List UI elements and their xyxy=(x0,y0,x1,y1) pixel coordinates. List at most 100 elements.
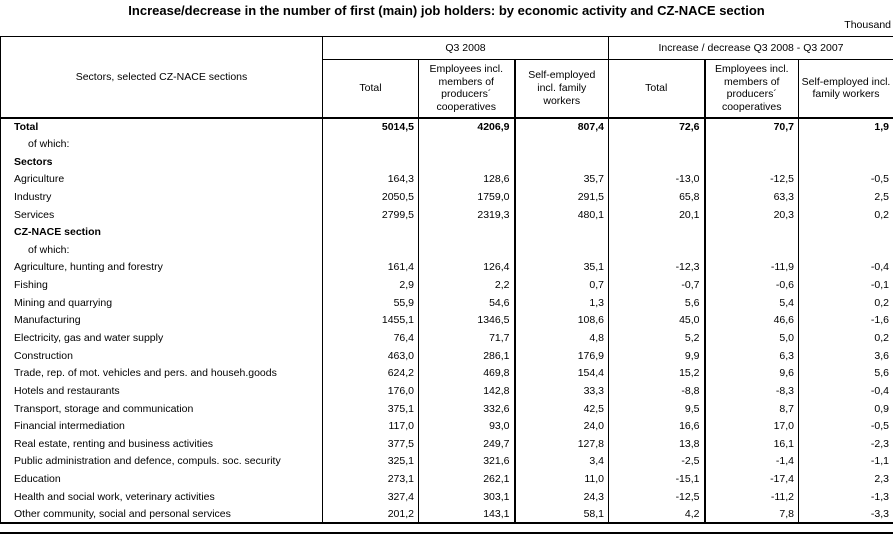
unit-label: Thousand xyxy=(844,19,891,31)
value-cell: -2,3 xyxy=(798,435,893,453)
row-label: Health and social work, veterinary activ… xyxy=(14,490,215,503)
value-cell: -1,3 xyxy=(798,487,893,506)
value-cell: 20,1 xyxy=(608,205,705,224)
table-row: CZ-NACE section xyxy=(1,223,893,241)
value-cell: 176,0 xyxy=(322,382,419,400)
value-cell: 33,3 xyxy=(513,382,609,400)
value-cell: 35,7 xyxy=(513,170,609,189)
value-cell: 2,2 xyxy=(418,276,515,294)
value-cell: 5,6 xyxy=(608,293,705,312)
value-cell: 164,3 xyxy=(322,170,419,189)
value-cell: 291,5 xyxy=(513,188,609,206)
value-cell: -2,5 xyxy=(608,452,705,471)
value-cell: 15,2 xyxy=(608,364,705,383)
column-header-employees-increase: Employees incl. members of producers´ co… xyxy=(703,59,799,119)
value-cell: 624,2 xyxy=(322,364,419,383)
column-header-total-q3: Total xyxy=(322,59,419,119)
value-cell: 5014,5 xyxy=(322,117,419,136)
value-cell xyxy=(322,135,419,153)
value-cell: -13,0 xyxy=(608,170,705,189)
value-cell: 117,0 xyxy=(322,417,419,436)
value-cell xyxy=(513,152,609,171)
header-sub-row: Total Employees incl. members of produce… xyxy=(1,59,893,119)
value-cell: 65,8 xyxy=(608,188,705,206)
value-cell: -11,9 xyxy=(703,258,799,277)
row-label: Trade, rep. of mot. vehicles and pers. a… xyxy=(14,367,277,380)
value-cell: 2,9 xyxy=(322,276,419,294)
value-cell: 303,1 xyxy=(418,487,515,506)
value-cell: 3,6 xyxy=(798,346,893,365)
value-cell xyxy=(418,223,515,241)
value-cell: 76,4 xyxy=(322,329,419,347)
value-cell: 1759,0 xyxy=(418,188,515,206)
row-label: Public administration and defence, compu… xyxy=(14,455,281,468)
row-label: of which: xyxy=(28,137,70,150)
table-row: Real estate, renting and business activi… xyxy=(1,435,893,453)
row-label: Agriculture xyxy=(14,173,65,186)
value-cell: 7,8 xyxy=(703,505,799,524)
value-cell: 35,1 xyxy=(513,258,609,277)
column-group-increase-decrease: Increase / decrease Q3 2008 - Q3 2007 xyxy=(608,36,893,60)
row-label: Agriculture, hunting and forestry xyxy=(14,261,163,274)
value-cell: 5,0 xyxy=(703,329,799,347)
value-cell: -0,1 xyxy=(798,276,893,294)
value-cell: 469,8 xyxy=(418,364,515,383)
row-label: Financial intermediation xyxy=(14,420,125,433)
value-cell: 55,9 xyxy=(322,293,419,312)
value-cell: 20,3 xyxy=(703,205,799,224)
value-cell: -15,1 xyxy=(608,470,705,488)
value-cell xyxy=(418,240,515,259)
table-row: Electricity, gas and water supply 76,4 71,… xyxy=(1,329,893,347)
value-cell: 24,3 xyxy=(513,487,609,506)
row-label: CZ-NACE section xyxy=(14,226,101,239)
value-cell: 2799,5 xyxy=(322,205,419,224)
job-holders-table: Sectors, selected CZ-NACE sections Q3 20… xyxy=(0,36,893,525)
value-cell xyxy=(322,223,419,241)
value-cell: 286,1 xyxy=(418,346,515,365)
value-cell xyxy=(608,223,705,241)
value-cell: 6,3 xyxy=(703,346,799,365)
row-label: Manufacturing xyxy=(14,314,81,327)
table-row: Total 5014,5 4206,9 807,4 72,6 70,7 1,9 xyxy=(1,117,893,136)
value-cell: -1,1 xyxy=(798,452,893,471)
header-group-row: Sectors, selected CZ-NACE sections Q3 20… xyxy=(0,36,893,119)
value-cell: 126,4 xyxy=(418,258,515,277)
value-cell xyxy=(322,152,419,171)
value-cell: 58,1 xyxy=(513,505,609,524)
value-cell: 4,8 xyxy=(513,329,609,347)
row-label: Total xyxy=(14,120,39,133)
value-cell: -3,3 xyxy=(798,505,893,524)
value-cell: 249,7 xyxy=(418,435,515,453)
value-cell: 4206,9 xyxy=(418,117,515,136)
row-label: Real estate, renting and business activi… xyxy=(14,437,214,450)
value-cell: 63,3 xyxy=(703,188,799,206)
table-row: Construction 463,0 286,1 176,9 9,9 6,3 3,6 xyxy=(1,346,893,365)
value-cell: -12,5 xyxy=(608,487,705,506)
table-row: Fishing 2,9 2,2 0,7 -0,7 -0,6 -0,1 xyxy=(1,276,893,294)
value-cell: 143,1 xyxy=(418,505,515,524)
value-cell: 154,4 xyxy=(513,364,609,383)
row-label: Hotels and restaurants xyxy=(14,384,120,397)
value-cell: 2319,3 xyxy=(418,205,515,224)
value-cell: 1,3 xyxy=(513,293,609,312)
value-cell: 807,4 xyxy=(513,117,609,136)
value-cell: 0,2 xyxy=(798,205,893,224)
value-cell: 45,0 xyxy=(608,311,705,330)
value-cell: 0,2 xyxy=(798,329,893,347)
column-group-q3-2008: Q3 2008 xyxy=(322,36,609,60)
value-cell xyxy=(703,135,799,153)
value-cell: 16,6 xyxy=(608,417,705,436)
value-cell: 463,0 xyxy=(322,346,419,365)
table-row: of which: xyxy=(1,135,893,153)
row-label: Services xyxy=(14,208,55,221)
value-cell: 70,7 xyxy=(703,117,799,136)
row-label: Construction xyxy=(14,349,73,362)
value-cell: -0,5 xyxy=(798,417,893,436)
table-row: Trade, rep. of mot. vehicles and pers. a… xyxy=(1,364,893,383)
value-cell xyxy=(513,240,609,259)
value-cell: 17,0 xyxy=(703,417,799,436)
value-cell: -0,4 xyxy=(798,258,893,277)
value-cell: -1,4 xyxy=(703,452,799,471)
value-cell: 5,4 xyxy=(703,293,799,312)
value-cell xyxy=(798,240,893,259)
